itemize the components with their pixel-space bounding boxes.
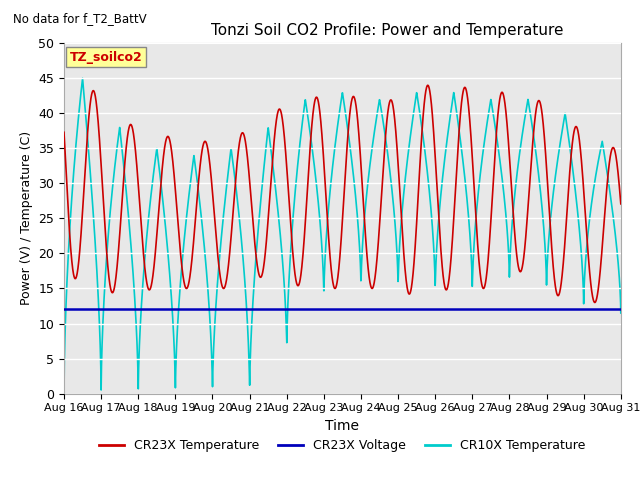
Title: Tonzi Soil CO2 Profile: Power and Temperature: Tonzi Soil CO2 Profile: Power and Temper… bbox=[211, 23, 563, 38]
Text: TZ_soilco2: TZ_soilco2 bbox=[70, 51, 142, 64]
Legend: CR23X Temperature, CR23X Voltage, CR10X Temperature: CR23X Temperature, CR23X Voltage, CR10X … bbox=[94, 434, 590, 457]
X-axis label: Time: Time bbox=[325, 419, 360, 433]
Y-axis label: Power (V) / Temperature (C): Power (V) / Temperature (C) bbox=[20, 132, 33, 305]
Text: No data for f_T2_BattV: No data for f_T2_BattV bbox=[13, 12, 147, 25]
